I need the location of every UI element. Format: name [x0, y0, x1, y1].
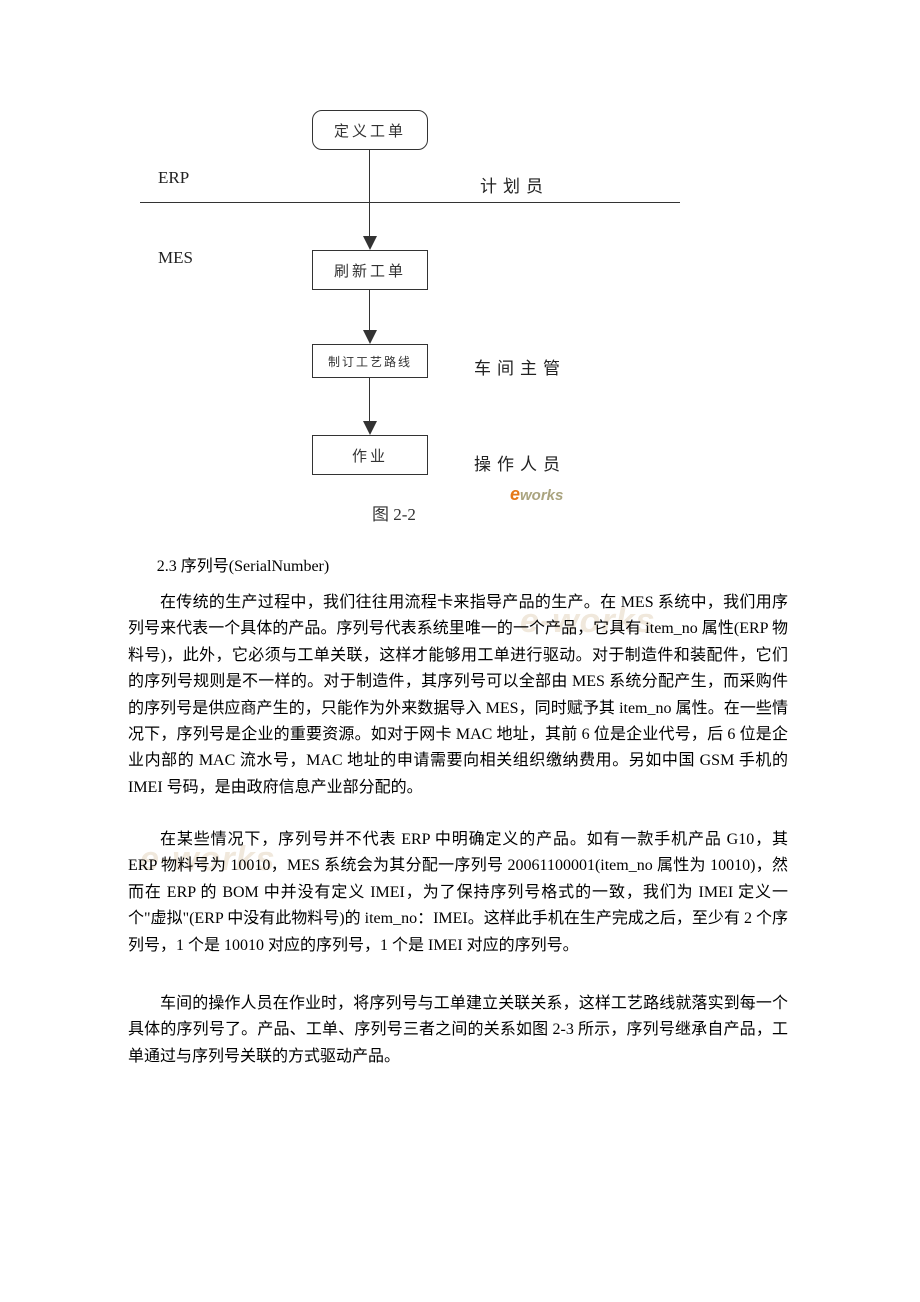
flow-node-label: 刷新工单 [334, 260, 406, 281]
logo-text: works [520, 487, 563, 504]
flow-node-route: 制订工艺路线 [312, 344, 428, 378]
flow-node-label: 制订工艺路线 [328, 353, 412, 370]
label-operator: 操作人员 [474, 450, 566, 475]
arrow-head-icon [363, 421, 377, 435]
section-heading: 2.3 序列号(SerialNumber) [128, 554, 788, 580]
flow-node-label: 定义工单 [334, 120, 406, 141]
label-planner: 计划员 [480, 172, 549, 197]
logo-accent-icon: e [510, 484, 520, 504]
paragraph: 车间的操作人员在作业时，将序列号与工单建立关联关系，这样工艺路线就落实到每一个具… [128, 991, 788, 1070]
flow-node-operate: 作业 [312, 435, 428, 475]
paragraph: 在某些情况下，序列号并不代表 ERP 中明确定义的产品。如有一款手机产品 G10… [128, 827, 788, 959]
label-supervisor: 车间主管 [474, 354, 566, 379]
flow-arrow [369, 378, 370, 423]
arrow-head-icon [363, 236, 377, 250]
diagram-divider [140, 202, 680, 203]
arrow-head-icon [363, 330, 377, 344]
eworks-logo: eworks [510, 484, 563, 505]
label-mes: MES [158, 248, 193, 268]
flow-arrow [369, 290, 370, 332]
flow-node-label: 作业 [352, 445, 388, 466]
flow-arrow [369, 150, 370, 238]
flow-node-refresh: 刷新工单 [312, 250, 428, 290]
figure-caption: 图 2-2 [372, 500, 416, 525]
flow-node-define: 定义工单 [312, 110, 428, 150]
paragraph: 在传统的生产过程中，我们往往用流程卡来指导产品的生产。在 MES 系统中，我们用… [128, 590, 788, 801]
flowchart-diagram: 定义工单 刷新工单 制订工艺路线 作业 ERP MES 计划员 车间主管 操作人… [140, 110, 760, 520]
label-erp: ERP [158, 168, 189, 188]
